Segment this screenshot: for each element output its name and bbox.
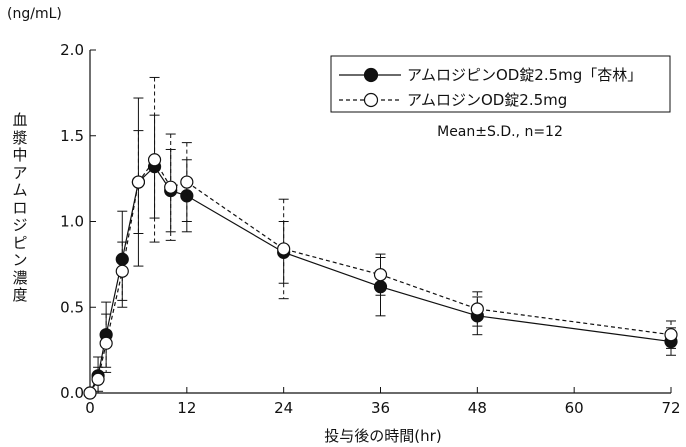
data-point — [91, 372, 105, 386]
y-axis-label-char: 中 — [12, 146, 28, 164]
y-tick-label: 1.0 — [60, 213, 84, 231]
data-point — [115, 264, 129, 278]
x-axis-label: 投与後の時間(hr) — [324, 427, 442, 445]
data-point — [99, 336, 113, 350]
x-tick-label: 36 — [371, 399, 390, 417]
data-point — [277, 242, 291, 256]
y-tick-label: 2.0 — [60, 41, 84, 59]
series-line — [89, 158, 672, 394]
x-tick-label: 24 — [274, 399, 293, 417]
legend-entry-label: アムロジンOD錠2.5mg — [407, 91, 567, 109]
y-axis-label-char: 血 — [12, 111, 28, 129]
series-1 — [83, 97, 678, 400]
data-point — [164, 180, 178, 194]
x-tick-label: 60 — [565, 399, 584, 417]
data-point — [470, 302, 484, 316]
axes: 0.0 0.5 1.0 1.5 2.0 0 12 24 36 48 60 72 — [60, 41, 680, 417]
y-axis-label-char: 漿 — [12, 128, 28, 147]
x-tick-label: 12 — [177, 399, 196, 417]
y-axis-label-char: ン — [12, 251, 28, 269]
legend-box — [330, 55, 671, 113]
x-tick-label: 48 — [468, 399, 487, 417]
y-axis-label-char: 濃 — [12, 268, 28, 287]
data-point — [373, 268, 388, 282]
x-tick-label: 72 — [661, 399, 680, 417]
y-axis-label-char: ロ — [12, 198, 28, 217]
stats-annotation: Mean±S.D., n=12 — [437, 124, 563, 140]
data-point — [131, 175, 146, 189]
x-tick-label: 0 — [85, 399, 95, 417]
y-tick-label: 0.5 — [60, 298, 84, 316]
data-point — [83, 386, 97, 400]
legend-marker — [363, 92, 379, 108]
legend-entry-label: アムロジピンOD錠2.5mg「杏林」 — [407, 66, 642, 84]
legend: アムロジピンOD錠2.5mg「杏林」アムロジンOD錠2.5mg Mean±S.D.… — [330, 55, 671, 140]
y-unit-label: (ng/mL) — [7, 6, 62, 22]
y-axis-label-char: ム — [12, 181, 28, 199]
y-axis-label-char: 度 — [12, 286, 28, 304]
y-tick-label: 1.5 — [60, 127, 84, 145]
y-tick-label: 0.0 — [60, 384, 84, 402]
y-axis-label: 血漿中アムロジピン濃度 — [10, 111, 30, 305]
data-point — [180, 175, 194, 189]
series-2 — [83, 76, 678, 400]
data-point — [147, 153, 162, 167]
data-point — [664, 328, 678, 342]
y-axis-label-char: ピ — [12, 233, 28, 252]
y-axis-label-char: ア — [12, 163, 28, 182]
series-layer — [83, 76, 678, 400]
y-axis-label-char: ジ — [12, 216, 28, 234]
legend-marker — [363, 67, 379, 83]
